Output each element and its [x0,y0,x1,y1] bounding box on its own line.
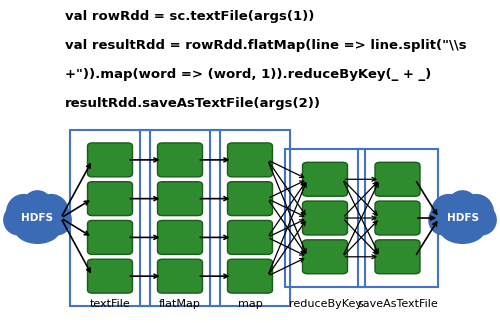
Text: HDFS: HDFS [446,213,478,223]
FancyBboxPatch shape [88,182,132,216]
Text: saveAsTextFile: saveAsTextFile [357,299,438,309]
FancyBboxPatch shape [158,182,202,216]
Text: resultRdd.saveAsTextFile(args(2)): resultRdd.saveAsTextFile(args(2)) [65,97,321,110]
FancyBboxPatch shape [158,143,202,177]
Ellipse shape [14,213,61,244]
FancyBboxPatch shape [88,259,132,293]
FancyBboxPatch shape [302,162,348,196]
Ellipse shape [22,190,52,220]
FancyBboxPatch shape [375,201,420,235]
FancyBboxPatch shape [88,220,132,255]
Text: val resultRdd = rowRdd.flatMap(line => line.split("\\s: val resultRdd = rowRdd.flatMap(line => l… [65,39,466,52]
FancyBboxPatch shape [375,240,420,274]
Ellipse shape [3,204,34,235]
Ellipse shape [435,196,490,240]
Text: reduceByKey: reduceByKey [288,299,362,309]
Text: val rowRdd = sc.textFile(args(1)): val rowRdd = sc.textFile(args(1)) [65,10,314,23]
Ellipse shape [42,204,72,235]
FancyBboxPatch shape [158,220,202,255]
Text: HDFS: HDFS [22,213,54,223]
Ellipse shape [439,213,486,244]
Ellipse shape [431,194,466,231]
Ellipse shape [448,190,478,220]
Ellipse shape [428,204,458,235]
Text: +")).map(word => (word, 1)).reduceByKey(_ + _): +")).map(word => (word, 1)).reduceByKey(… [65,68,431,81]
Ellipse shape [10,196,65,240]
FancyBboxPatch shape [158,259,202,293]
FancyBboxPatch shape [302,201,348,235]
Text: map: map [238,299,262,309]
Ellipse shape [466,204,497,235]
Text: flatMap: flatMap [159,299,201,309]
Text: textFile: textFile [90,299,130,309]
FancyBboxPatch shape [375,162,420,196]
FancyBboxPatch shape [228,182,272,216]
FancyBboxPatch shape [88,143,132,177]
FancyBboxPatch shape [228,259,272,293]
Ellipse shape [34,194,69,231]
Ellipse shape [458,194,494,231]
FancyBboxPatch shape [228,143,272,177]
FancyBboxPatch shape [228,220,272,255]
Ellipse shape [6,194,42,231]
FancyBboxPatch shape [302,240,348,274]
